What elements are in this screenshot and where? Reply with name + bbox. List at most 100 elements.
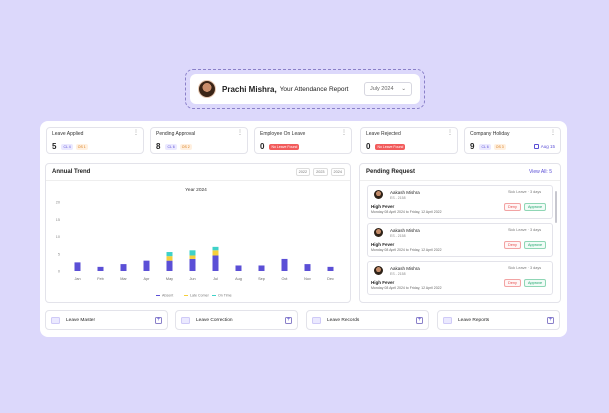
bar-absent xyxy=(143,260,150,271)
bar-absent xyxy=(166,260,173,271)
requester-id: ES - 2158 xyxy=(390,196,406,200)
view-all-link[interactable]: View All: 5 xyxy=(529,169,552,175)
link-label: Leave Records xyxy=(327,317,360,323)
deny-button[interactable]: Deny xyxy=(504,279,521,287)
year-button[interactable]: 2023 xyxy=(313,168,328,176)
bar-absent xyxy=(235,265,242,271)
y-tick-label: 0 xyxy=(58,270,60,274)
link-leave-master[interactable]: Leave Master + xyxy=(45,310,168,330)
bar-absent xyxy=(97,266,104,271)
bar-absent xyxy=(327,266,334,271)
no-leave-badge: No Leave Found xyxy=(375,143,406,150)
legend-label: Late Comer xyxy=(190,294,210,298)
chart-title: Year 2024 xyxy=(185,187,207,193)
bar-absent xyxy=(212,255,219,271)
requester-avatar xyxy=(374,266,383,275)
bar-late-comer xyxy=(212,250,219,256)
card-value: 0 xyxy=(260,142,265,151)
requester-avatar xyxy=(374,190,383,199)
approve-button[interactable]: Approve xyxy=(524,203,547,211)
more-options-icon[interactable]: ⋮ xyxy=(133,130,139,136)
x-tick-label: Nov xyxy=(304,277,311,281)
divider xyxy=(360,180,560,181)
bar-absent xyxy=(258,265,265,271)
chip-cl: CL 6 xyxy=(165,143,177,150)
deny-button[interactable]: Deny xyxy=(504,241,521,249)
bar-on-time xyxy=(189,250,196,256)
pending-request-title: Pending Request xyxy=(366,169,416,175)
x-tick-label: May xyxy=(166,277,173,281)
folder-icon xyxy=(51,316,60,324)
plus-icon[interactable]: + xyxy=(155,316,162,324)
chevron-down-icon: ⌄ xyxy=(401,86,406,92)
request-item: Aakash Mishra ES - 2158 Sick Leave · 3 d… xyxy=(367,185,553,219)
header-frame: Prachi Mishra, Your Attendance Report Ju… xyxy=(185,69,425,109)
x-tick-label: Oct xyxy=(282,277,289,281)
card-employee-on-leave[interactable]: Employee On Leave ⋮ 0 No Leave Found xyxy=(254,127,352,154)
more-options-icon[interactable]: ⋮ xyxy=(550,130,556,136)
x-tick-label: Sep xyxy=(258,277,265,281)
link-label: Leave Reports xyxy=(458,317,490,323)
leave-type: Sick Leave · 3 days xyxy=(508,190,542,194)
link-leave-records[interactable]: Leave Records + xyxy=(306,310,429,330)
card-leave-rejected[interactable]: Leave Rejected ⋮ 0 No Leave Found xyxy=(360,127,458,154)
card-leave-applied[interactable]: Leave Applied ⋮ 5 CL 4 OS 1 xyxy=(46,127,144,154)
month-select[interactable]: July 2024 ⌄ xyxy=(364,82,412,96)
plus-icon[interactable]: + xyxy=(416,316,423,324)
x-tick-label: Jan xyxy=(74,277,80,281)
card-title: Leave Rejected xyxy=(366,131,401,137)
year-button[interactable]: 2022 xyxy=(295,168,311,176)
requester-id: ES - 2158 xyxy=(390,234,406,238)
leave-reason: High Fever xyxy=(371,280,395,285)
year-button[interactable]: 2024 xyxy=(330,168,345,176)
link-label: Leave Correction xyxy=(196,317,233,323)
legend-swatch xyxy=(156,295,160,296)
bar-absent xyxy=(189,258,196,271)
chip-os: OS 3 xyxy=(493,143,506,150)
approve-button[interactable]: Approve xyxy=(524,241,547,249)
legend-swatch xyxy=(212,295,216,296)
chip-cl: CL 6 xyxy=(479,143,491,150)
approve-button[interactable]: Approve xyxy=(524,279,547,287)
next-holiday: Aug 15 xyxy=(533,144,555,149)
scrollbar-thumb[interactable] xyxy=(555,191,557,223)
pending-request-card: Pending Request View All: 5 Aakash Mishr… xyxy=(359,163,561,303)
more-options-icon[interactable]: ⋮ xyxy=(341,130,347,136)
plus-icon[interactable]: + xyxy=(547,316,554,324)
bar-absent xyxy=(304,264,311,271)
no-leave-badge: No Leave Found xyxy=(269,143,300,150)
requester-avatar xyxy=(374,228,383,237)
requester-name: Aakash Mishra xyxy=(390,190,420,195)
leave-dates: Monday 08 April 2024 to Friday, 12 April… xyxy=(371,286,442,290)
annual-trend-title: Annual Trend xyxy=(52,169,91,175)
card-company-holiday[interactable]: Company Holiday ⋮ 9 CL 6 OS 3 Aug 15 xyxy=(464,127,561,154)
card-title: Leave Applied xyxy=(52,131,84,137)
request-item: Aakash Mishra ES - 2158 Sick Leave · 3 d… xyxy=(367,223,553,257)
deny-button[interactable]: Deny xyxy=(504,203,521,211)
card-pending-approval[interactable]: Pending Approval ⋮ 8 CL 6 OS 2 xyxy=(150,127,248,154)
leave-type: Sick Leave · 3 days xyxy=(508,228,542,232)
header-card: Prachi Mishra, Your Attendance Report Ju… xyxy=(190,74,420,104)
link-leave-reports[interactable]: Leave Reports + xyxy=(437,310,560,330)
x-tick-label: Feb xyxy=(97,277,104,281)
card-title: Company Holiday xyxy=(470,131,510,137)
calendar-icon xyxy=(533,144,539,149)
y-tick-label: 20 xyxy=(56,201,60,205)
folder-icon xyxy=(312,316,321,324)
card-title: Employee On Leave xyxy=(260,131,306,137)
plus-icon[interactable]: + xyxy=(285,316,292,324)
bar-absent xyxy=(281,258,288,271)
requester-name: Aakash Mishra xyxy=(390,228,420,233)
link-leave-correction[interactable]: Leave Correction + xyxy=(175,310,298,330)
year-switcher: 2022 2023 2024 xyxy=(295,168,345,176)
month-select-value: July 2024 xyxy=(370,86,394,92)
more-options-icon[interactable]: ⋮ xyxy=(447,130,453,136)
x-tick-label: Mar xyxy=(120,277,127,281)
more-options-icon[interactable]: ⋮ xyxy=(237,130,243,136)
annual-trend-card: Annual Trend 2022 2023 2024 Year 2024 0 5 1… xyxy=(45,163,351,303)
leave-dates: Monday 08 April 2024 to Friday, 12 April… xyxy=(371,210,442,214)
dashboard-panel: Leave Applied ⋮ 5 CL 4 OS 1 Pending Appr… xyxy=(40,121,567,337)
x-tick-label: Jul xyxy=(213,277,218,281)
legend-label: On Time xyxy=(218,294,232,298)
divider xyxy=(46,180,350,181)
